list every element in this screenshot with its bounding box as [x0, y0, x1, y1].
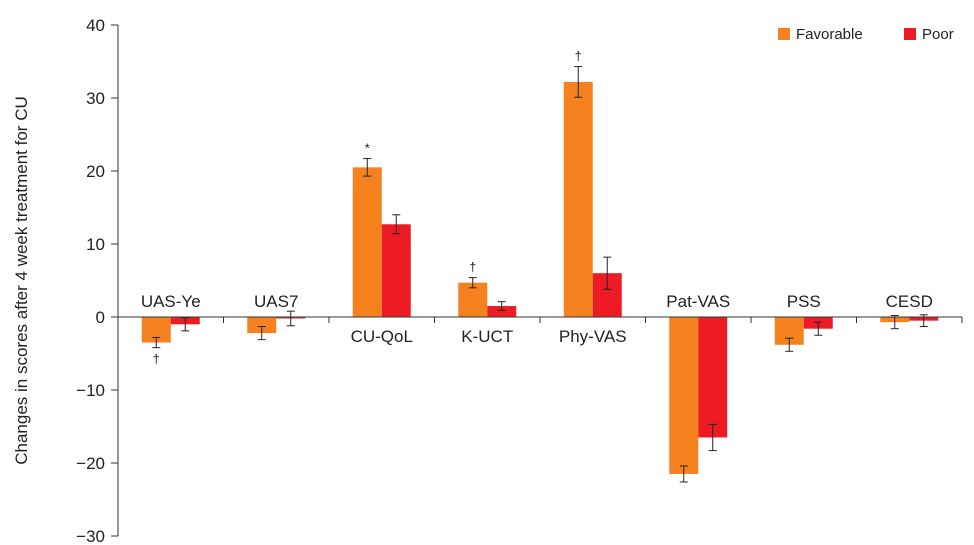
y-axis: 40 30 20 10 0 −10 −20 −30 — [76, 16, 119, 545]
bar-poor — [381, 224, 411, 317]
bar-favorable — [458, 282, 488, 317]
significance-mark: † — [469, 260, 476, 275]
significance-marks: † * † † — [153, 49, 582, 367]
y-axis-title: Changes in scores after 4 week treatment… — [12, 96, 31, 465]
y-tick-label: −10 — [76, 381, 105, 400]
bars — [141, 66, 939, 483]
bar-favorable — [247, 317, 277, 334]
bar-favorable — [352, 167, 382, 317]
y-tick-label: −20 — [76, 454, 105, 473]
category-label: PSS — [787, 292, 821, 311]
category-label: UAS7 — [254, 292, 298, 311]
legend-label-poor: Poor — [922, 26, 954, 43]
bar-poor — [698, 317, 728, 438]
x-axis — [118, 316, 963, 323]
significance-mark: † — [575, 49, 582, 64]
category-label: CESD — [886, 292, 933, 311]
legend-swatch-favorable — [778, 28, 790, 40]
bar-poor — [487, 306, 517, 317]
category-labels: UAS-Ye UAS7 CU-QoL K-UCT Phy-VAS Pat-VAS PSS CE… — [141, 292, 933, 346]
legend: Favorable Poor — [778, 26, 954, 43]
significance-mark: † — [153, 352, 160, 367]
category-label: UAS-Ye — [141, 292, 201, 311]
y-tick-label: 40 — [86, 16, 105, 35]
legend-label-favorable: Favorable — [796, 26, 863, 43]
y-tick-label: −30 — [76, 527, 105, 545]
y-tick-label: 0 — [96, 308, 105, 327]
y-tick-label: 10 — [86, 235, 105, 254]
legend-swatch-poor — [904, 28, 916, 40]
significance-mark: * — [365, 141, 370, 156]
category-label: Phy-VAS — [559, 327, 627, 346]
y-tick-label: 20 — [86, 162, 105, 181]
category-label: CU-QoL — [351, 327, 413, 346]
y-tick-label: 30 — [86, 89, 105, 108]
bar-favorable — [563, 81, 593, 317]
bar-favorable — [669, 317, 699, 474]
category-label: K-UCT — [461, 327, 513, 346]
category-label: Pat-VAS — [666, 292, 730, 311]
